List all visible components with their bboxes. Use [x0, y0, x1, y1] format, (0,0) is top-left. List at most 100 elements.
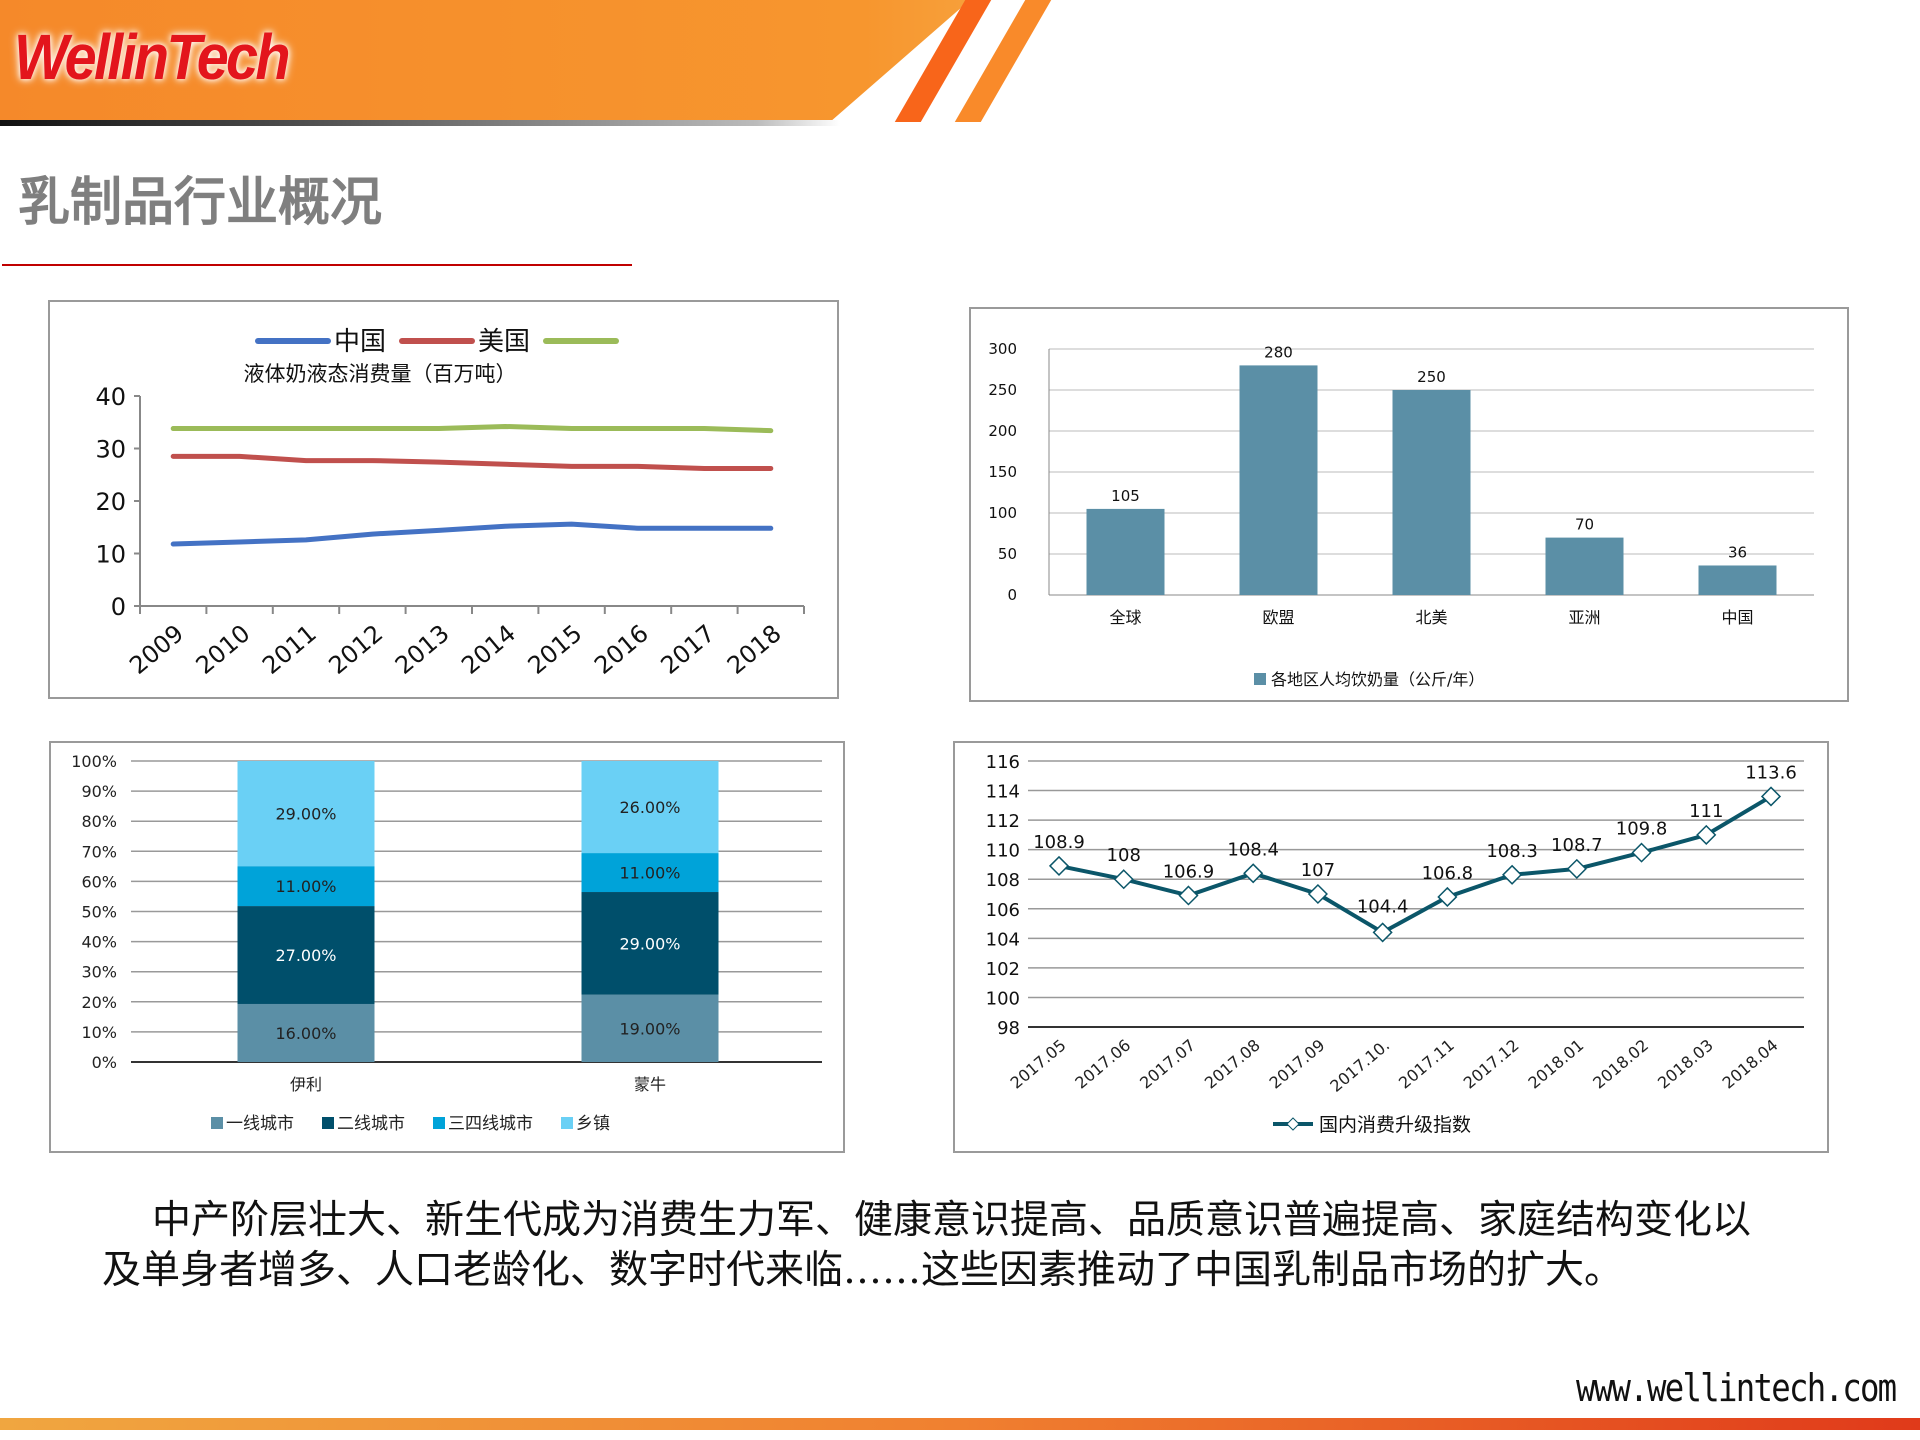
footer-bar	[0, 1418, 1920, 1430]
x-tick-label: 2017.09	[1266, 1036, 1329, 1093]
data-label: 105	[1111, 487, 1140, 505]
data-point	[503, 424, 507, 428]
page-title: 乳制品行业概况	[18, 173, 383, 233]
y-tick-label: 100%	[71, 752, 117, 771]
data-label: 11.00%	[619, 864, 680, 883]
x-tick-label: 2014	[456, 619, 521, 680]
data-point	[503, 524, 507, 528]
data-label: 113.6	[1745, 762, 1797, 783]
stacked-bar-segment	[581, 853, 719, 893]
diamond-marker	[1696, 824, 1717, 845]
data-label: 111	[1689, 801, 1723, 822]
y-tick-label: 10	[95, 541, 126, 569]
y-tick-label: 100	[986, 988, 1020, 1009]
legend-swatch	[561, 1117, 573, 1129]
x-tick-label: 2017.06	[1071, 1036, 1134, 1093]
y-tick-label: 150	[988, 463, 1017, 481]
chart-title: 液体奶液态消费量（百万吨）	[244, 362, 517, 386]
body-paragraph: 中产阶层壮大、新生代成为消费生力军、健康意识提高、品质意识普遍提高、家庭结构变化…	[102, 1198, 1752, 1293]
data-label: 36	[1728, 543, 1747, 561]
x-tick-label: 2015	[523, 619, 588, 680]
chart-yili-mengniu-market: 0% 10% 20% 30% 40% 50% 60% 70% 80% 90% 100% 16.00% 2…	[49, 741, 845, 1153]
website-url[interactable]: www.wellintech.com	[1576, 1366, 1897, 1410]
bar	[1545, 537, 1624, 595]
bar	[1239, 365, 1318, 595]
header-banner: WellinTech	[0, 0, 1920, 126]
data-point	[304, 538, 308, 542]
y-tick-label: 30%	[81, 963, 117, 982]
y-tick-label: 60%	[81, 872, 117, 891]
data-label: 109.8	[1616, 819, 1668, 840]
data-point	[570, 464, 574, 468]
data-label: 106.9	[1163, 861, 1215, 882]
y-tick-label: 300	[988, 340, 1017, 358]
data-point	[769, 526, 773, 530]
y-tick-label: 102	[986, 959, 1020, 980]
x-tick-label: 2018.01	[1524, 1036, 1587, 1093]
series-line-1	[170, 453, 774, 471]
chart-consumption-upgrade-index: 98 100 102 104 106 108 110 112 114 116 2017.05 2017…	[953, 741, 1829, 1153]
diamond-marker	[1113, 869, 1134, 890]
data-point	[702, 466, 706, 470]
data-label: 26.00%	[619, 798, 680, 817]
y-tick-label: 106	[986, 900, 1020, 921]
data-point	[370, 459, 374, 463]
x-tick-label: 2013	[390, 619, 455, 680]
data-point	[636, 464, 640, 468]
y-tick-label: 104	[986, 929, 1020, 950]
y-tick-label: 80%	[81, 812, 117, 831]
legend-label: 三四线城市	[448, 1114, 533, 1134]
bar	[1698, 565, 1777, 595]
x-tick-label: 2017.12	[1460, 1036, 1523, 1093]
x-tick-label: 2012	[323, 619, 388, 680]
y-tick-label: 108	[986, 870, 1020, 891]
x-tick-label: 2017.08	[1201, 1036, 1264, 1093]
data-point	[702, 526, 706, 530]
x-tick-label: 北美	[1415, 608, 1447, 627]
y-tick-label: 70%	[81, 842, 117, 861]
header-background	[0, 0, 970, 122]
legend-swatch	[322, 1117, 334, 1129]
diamond-marker	[1243, 863, 1264, 884]
data-point	[171, 454, 175, 458]
diamond-marker	[1437, 886, 1458, 908]
stacked-bar-segment	[581, 892, 719, 995]
series-line	[1058, 794, 1773, 935]
wellintech-logo: WellinTech	[14, 21, 291, 93]
diamond-marker	[1760, 786, 1782, 807]
legend-label: 各地区人均饮奶量（公斤/年）	[1271, 670, 1484, 689]
stacked-bar-segment	[237, 866, 375, 907]
y-tick-label: 114	[986, 782, 1020, 803]
data-label: 280	[1264, 343, 1293, 361]
y-tick-label: 250	[988, 381, 1017, 399]
x-tick-label: 2018.04	[1719, 1036, 1782, 1093]
data-label: 104.4	[1357, 896, 1409, 917]
data-point	[171, 427, 175, 431]
x-tick-label: 2017.05	[1007, 1036, 1070, 1093]
diamond-marker	[1178, 885, 1199, 906]
x-tick-label: 中国	[1721, 608, 1753, 627]
series-line-0	[170, 521, 774, 547]
y-tick-label: 50	[998, 545, 1017, 563]
data-label: 108.7	[1551, 835, 1603, 856]
stacked-bar-segment	[237, 906, 375, 1004]
y-tick-label: 116	[986, 752, 1020, 773]
x-tick-label: 2010	[191, 619, 256, 680]
diamond-marker	[1631, 842, 1652, 863]
x-tick-label: 2017.07	[1136, 1036, 1199, 1093]
data-point	[437, 460, 441, 464]
diamond-marker	[1307, 883, 1328, 905]
y-tick-label: 98	[997, 1018, 1020, 1039]
x-tick-label: 2017.10.	[1326, 1036, 1393, 1096]
diamond-marker	[1566, 858, 1587, 879]
y-tick-label: 40	[95, 383, 126, 411]
data-point	[769, 429, 773, 433]
y-tick-label: 90%	[81, 782, 117, 801]
data-point	[437, 427, 441, 431]
legend-label: 一线城市	[226, 1114, 294, 1134]
data-label: 19.00%	[619, 1019, 680, 1038]
x-tick-label: 2011	[257, 619, 322, 680]
data-label: 29.00%	[275, 805, 336, 824]
y-tick-label: 0	[111, 593, 126, 621]
data-label: 108.4	[1227, 839, 1279, 860]
